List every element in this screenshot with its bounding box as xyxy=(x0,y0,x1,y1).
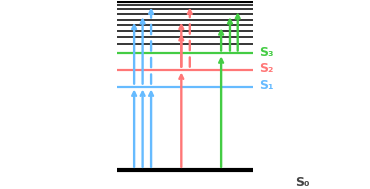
Text: S₁: S₁ xyxy=(259,79,273,92)
Text: S₃: S₃ xyxy=(259,46,273,59)
Text: S₀: S₀ xyxy=(296,176,310,189)
Text: S₂: S₂ xyxy=(259,62,273,75)
